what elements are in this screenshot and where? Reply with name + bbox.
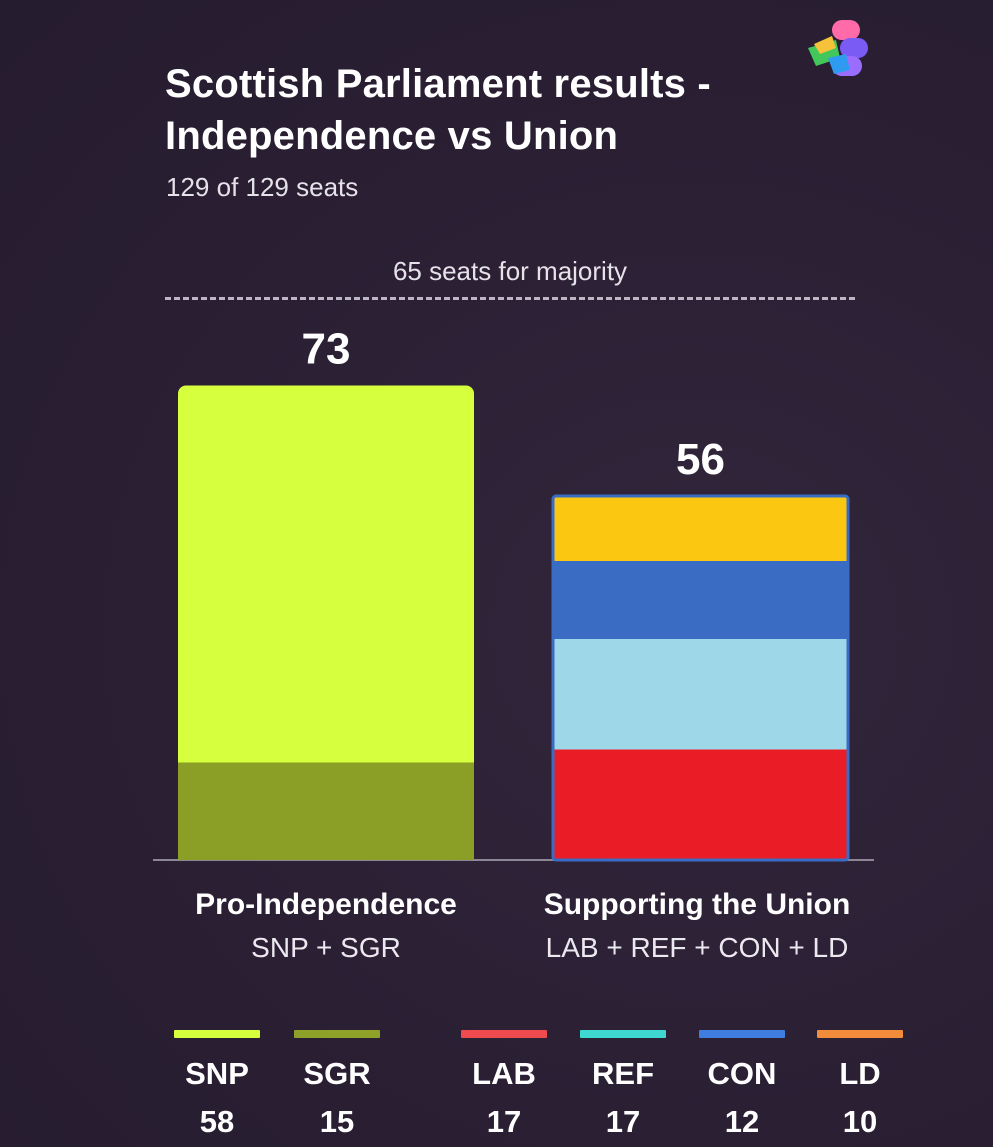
legend-party-name: LD: [839, 1056, 881, 1091]
legend-seat-count: 15: [319, 1104, 355, 1139]
bar-segment-fill-snp: [178, 752, 474, 763]
legend-seat-count: 12: [724, 1104, 760, 1139]
majority-line: [165, 297, 855, 300]
group-title-pro-independence: Pro-Independence: [195, 888, 457, 921]
legend-seat-count: 17: [486, 1104, 522, 1139]
bar-segment-sgr: [178, 762, 474, 860]
bar-total-label: 56: [676, 435, 725, 484]
group-parties-union: LAB + REF + CON + LD: [545, 932, 849, 963]
bar-segment-ref: [553, 639, 848, 750]
legend-party-name: REF: [592, 1056, 654, 1091]
bar-total-label: 73: [302, 325, 351, 374]
bar-segment-snp: [178, 385, 474, 763]
chart-title: Scottish Parliament results - Independen…: [165, 62, 711, 158]
legend-swatch: [174, 1030, 260, 1038]
legend-party-name: CON: [707, 1056, 777, 1091]
legend-item-sgr: SGR 15: [292, 1030, 382, 1140]
bar-segment-ld: [553, 496, 848, 561]
legend-seat-count: 17: [605, 1104, 641, 1139]
legend-swatch: [580, 1030, 666, 1038]
legend-party-name: SGR: [303, 1056, 371, 1091]
legend-item-lab: LAB 17: [459, 1030, 549, 1140]
majority-label: 65 seats for majority: [392, 256, 628, 286]
chart-subtitle: 129 of 129 seats: [166, 172, 359, 202]
group-title-union: Supporting the Union: [543, 888, 851, 921]
legend-item-con: CON 12: [697, 1030, 787, 1140]
legend-swatch: [294, 1030, 380, 1038]
multicolor-s-logo-icon: [808, 20, 868, 76]
bar-segment-con: [553, 561, 848, 639]
legend-seat-count: 58: [199, 1104, 235, 1139]
legend-seat-count: 10: [842, 1104, 878, 1139]
legend-party-name: SNP: [185, 1056, 249, 1091]
legend-item-snp: SNP 58: [172, 1030, 262, 1140]
legend-party-name: LAB: [472, 1056, 536, 1091]
bar-segment-lab: [553, 749, 848, 860]
legend-item-ref: REF 17: [578, 1030, 668, 1140]
legend-swatch: [817, 1030, 903, 1038]
legend-swatch: [461, 1030, 547, 1038]
legend-item-ld: LD 10: [815, 1030, 905, 1140]
bar-outline-union: [551, 494, 850, 862]
group-parties-pro-independence: SNP + SGR: [251, 932, 401, 963]
legend-swatch: [699, 1030, 785, 1038]
